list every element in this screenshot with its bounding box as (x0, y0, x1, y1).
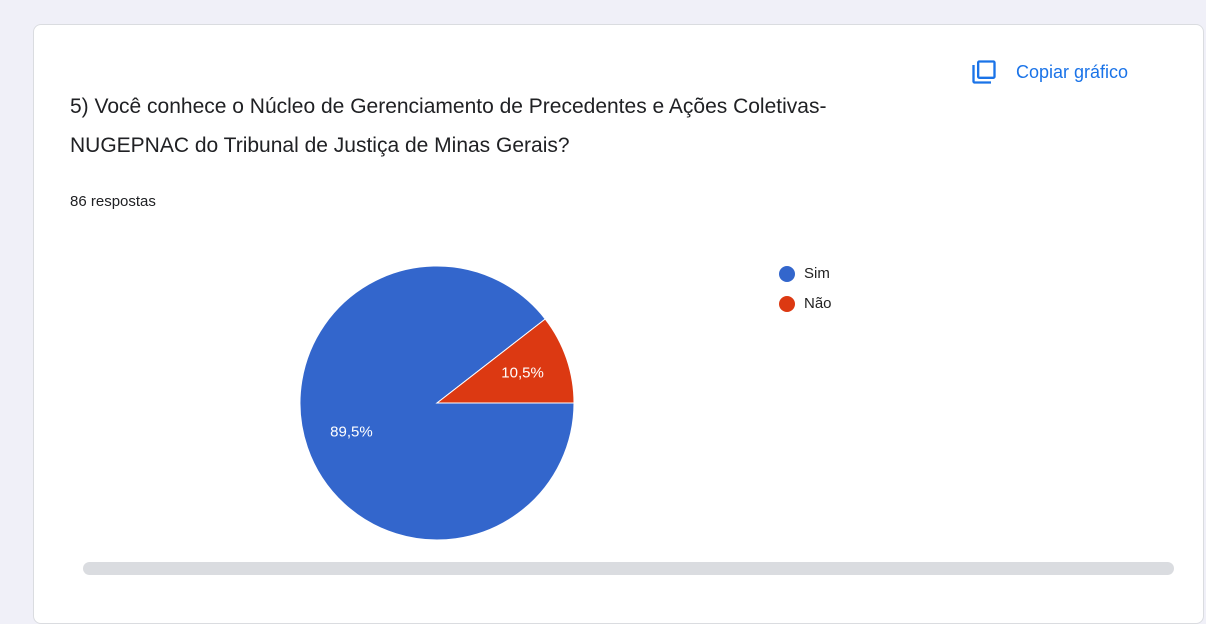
copy-chart-button[interactable]: Copiar gráfico (970, 58, 1128, 86)
scrollbar (83, 562, 1174, 575)
response-count: 86 respostas (70, 193, 156, 210)
legend-swatch (779, 266, 795, 282)
legend-label: Não (804, 295, 832, 312)
slice-label: 89,5% (330, 423, 373, 440)
legend-label: Sim (804, 265, 830, 282)
legend-swatch (779, 296, 795, 312)
pie-slice (435, 318, 575, 404)
copy-icon (972, 60, 996, 84)
slice-label: 10,5% (501, 365, 544, 382)
copy-chart-label: Copiar gráfico (1016, 61, 1129, 82)
chart-title: 5) Você conhece o Núcleo de Gerenciament… (70, 95, 827, 157)
chart-card: 5) Você conhece o Núcleo de Gerenciament… (33, 24, 1204, 624)
